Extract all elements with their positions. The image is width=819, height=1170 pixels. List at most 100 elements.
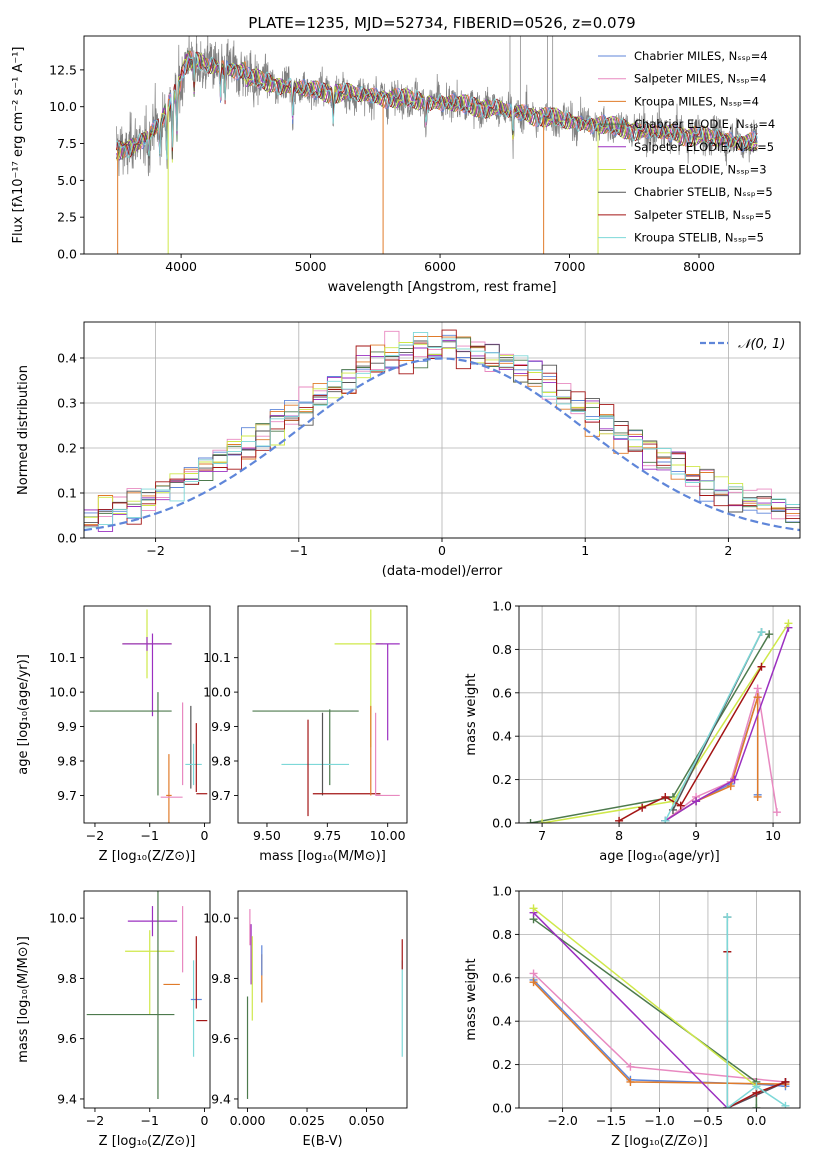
spectrum-model-line bbox=[116, 53, 758, 161]
residuals-xtick-label: 1 bbox=[581, 543, 589, 558]
residuals-ylabel: Normed distribution bbox=[16, 365, 31, 495]
residuals-ytick-label: 0.3 bbox=[57, 396, 77, 411]
age-vs-Z-ytick-label: 9.8 bbox=[57, 754, 77, 769]
massweight-vs-Z-series-marker bbox=[752, 1104, 761, 1108]
spectrum-ytick-label: 5.0 bbox=[57, 173, 77, 188]
age-vs-Z-ytick-label: 9.9 bbox=[57, 719, 77, 734]
massweight-vs-age-xlabel: age [log₁₀(age/yr)] bbox=[599, 849, 720, 864]
massweight-vs-age-series-marker bbox=[726, 782, 735, 791]
massweight-vs-age-series-marker bbox=[757, 628, 766, 637]
mass-vs-EBV-xlabel: E(B-V) bbox=[302, 1134, 342, 1149]
massweight-vs-age-series-marker bbox=[784, 619, 793, 628]
massweight-vs-age-series-marker bbox=[753, 693, 762, 702]
mass-vs-Z-ytick-label: 10.0 bbox=[49, 911, 77, 926]
massweight-vs-age-ytick-label: 0.0 bbox=[492, 816, 512, 831]
massweight-vs-age-plot-area bbox=[526, 619, 793, 823]
spectrum-xtick-label: 8000 bbox=[683, 259, 715, 274]
massweight-vs-Z-plot-area bbox=[529, 904, 790, 1108]
massweight-vs-age-series-marker bbox=[692, 797, 701, 806]
age-vs-mass-ytick-label: 10.1 bbox=[203, 650, 231, 665]
mass-vs-EBV-frame bbox=[237, 890, 408, 1109]
massweight-vs-Z-series-marker bbox=[752, 1082, 761, 1091]
spectrum-legend-label: Salpeter ELODIE, Nₛₛₚ=5 bbox=[634, 140, 774, 154]
age-vs-Z-ylabel: age [log₁₀(age/yr)] bbox=[16, 654, 31, 775]
mass-vs-Z-frame bbox=[83, 890, 211, 1109]
residuals-plot-area bbox=[84, 329, 800, 532]
age-vs-Z-xtick-label: −2 bbox=[86, 828, 104, 843]
spectrum-ytick-label: 2.5 bbox=[57, 210, 77, 225]
massweight-vs-Z-ytick-label: 0.6 bbox=[492, 970, 512, 985]
residuals-histogram-line bbox=[84, 331, 800, 528]
massweight-vs-age-series-line bbox=[664, 696, 759, 822]
massweight-vs-age-xtick-label: 10 bbox=[765, 828, 781, 843]
spectrum-plot-area bbox=[116, 36, 758, 254]
spectrum-legend-label: Kroupa MILES, Nₛₛₚ=4 bbox=[634, 94, 759, 108]
massweight-vs-Z-series-marker bbox=[781, 1101, 790, 1108]
massweight-vs-Z-series-marker bbox=[529, 978, 538, 987]
massweight-vs-age-ytick-label: 0.8 bbox=[492, 642, 512, 657]
residuals-xtick-label: −1 bbox=[290, 543, 308, 558]
age-vs-Z-ytick-label: 10.1 bbox=[49, 650, 77, 665]
residuals-legend-label: 𝒩(0, 1) bbox=[738, 337, 785, 352]
spectrum-frame bbox=[83, 35, 801, 255]
massweight-vs-age-ytick-label: 0.2 bbox=[492, 772, 512, 787]
massweight-vs-Z-xtick-label: −0.5 bbox=[693, 1113, 723, 1128]
age-vs-mass-xtick-label: 9.75 bbox=[313, 828, 341, 843]
massweight-vs-Z-ytick-label: 0.0 bbox=[492, 1101, 512, 1116]
residuals-xlabel: (data-model)/error bbox=[382, 564, 503, 579]
age-vs-Z-xlabel: Z [log₁₀(Z/Z⊙)] bbox=[99, 849, 196, 864]
age-vs-mass-ytick-label: 9.9 bbox=[211, 719, 231, 734]
massweight-vs-Z-series-marker bbox=[723, 1104, 732, 1108]
massweight-vs-Z-series-marker bbox=[529, 969, 538, 978]
massweight-vs-age-xtick-label: 8 bbox=[615, 828, 623, 843]
age-vs-mass-plot-area bbox=[252, 609, 400, 817]
spectrum-legend-label: Salpeter MILES, Nₛₛₚ=4 bbox=[634, 72, 767, 86]
massweight-vs-age-series-line bbox=[664, 627, 790, 822]
spectrum-xlabel: wavelength [Angstrom, rest frame] bbox=[328, 280, 557, 295]
massweight-vs-Z-series-marker bbox=[626, 1077, 635, 1086]
age-vs-mass-xlabel: mass [log₁₀(M/M⊙)] bbox=[259, 849, 386, 864]
massweight-vs-Z-series-marker bbox=[723, 913, 732, 922]
spectrum-legend-label: Kroupa STELIB, Nₛₛₚ=5 bbox=[634, 231, 764, 245]
massweight-vs-Z-xtick-label: 0.0 bbox=[746, 1113, 766, 1128]
residuals-xtick-label: 2 bbox=[724, 543, 732, 558]
spectrum-ylabel: Flux [fλ10⁻¹⁷ erg cm⁻² s⁻¹ A⁻¹] bbox=[11, 47, 26, 244]
massweight-vs-Z-xlabel: Z [log₁₀(Z/Z⊙)] bbox=[611, 1134, 708, 1149]
massweight-vs-Z-series-marker bbox=[529, 904, 538, 913]
massweight-vs-age-series-marker bbox=[765, 630, 774, 639]
massweight-vs-age-series-line bbox=[664, 631, 763, 822]
spectrum-xtick-label: 7000 bbox=[554, 259, 586, 274]
residuals-ytick-label: 0.0 bbox=[57, 531, 77, 546]
age-vs-mass-ytick-label: 9.8 bbox=[211, 754, 231, 769]
mass-vs-Z-ytick-label: 9.6 bbox=[57, 1031, 77, 1046]
age-vs-Z-ytick-label: 9.7 bbox=[57, 788, 77, 803]
age-vs-Z-ytick-label: 10.0 bbox=[49, 685, 77, 700]
residuals-ytick-label: 0.2 bbox=[57, 441, 77, 456]
massweight-vs-age-series-marker bbox=[661, 792, 670, 801]
mass-vs-Z-ytick-label: 9.4 bbox=[57, 1091, 77, 1106]
mass-vs-Z-xtick-label: 0 bbox=[201, 1113, 209, 1128]
massweight-vs-age-xtick-label: 9 bbox=[692, 828, 700, 843]
age-vs-mass-ytick-label: 9.7 bbox=[211, 788, 231, 803]
massweight-vs-age-series-line bbox=[664, 696, 759, 822]
mass-vs-EBV-xtick-label: 0.000 bbox=[230, 1113, 266, 1128]
spectrum-ytick-label: 0.0 bbox=[57, 247, 77, 262]
spectrum-legend-label: Kroupa ELODIE, Nₛₛₚ=3 bbox=[634, 163, 767, 177]
mass-vs-Z-plot-area bbox=[86, 891, 208, 1099]
mass-vs-EBV-ytick-label: 10.0 bbox=[203, 911, 231, 926]
age-vs-mass-frame bbox=[237, 605, 408, 824]
mass-vs-Z-ylabel: mass [log₁₀(M/M⊙)] bbox=[16, 936, 31, 1063]
spectrum-xtick-label: 5000 bbox=[295, 259, 327, 274]
age-vs-mass-xtick-label: 9.50 bbox=[253, 828, 281, 843]
spectrum-ytick-label: 7.5 bbox=[57, 136, 77, 151]
spectrum-legend-label: Chabrier MILES, Nₛₛₚ=4 bbox=[634, 49, 768, 63]
spectrum-model-line bbox=[116, 51, 758, 158]
massweight-vs-Z-xtick-label: −2.0 bbox=[547, 1113, 577, 1128]
mass-vs-Z-xtick-label: −1 bbox=[141, 1113, 159, 1128]
massweight-vs-age-series-line bbox=[618, 666, 763, 822]
massweight-vs-age-series-marker bbox=[772, 808, 781, 817]
spectrum-legend-label: Chabrier STELIB, Nₛₛₚ=5 bbox=[634, 185, 773, 199]
massweight-vs-age-series-marker bbox=[730, 775, 739, 784]
massweight-vs-Z-series-line bbox=[726, 917, 786, 1108]
